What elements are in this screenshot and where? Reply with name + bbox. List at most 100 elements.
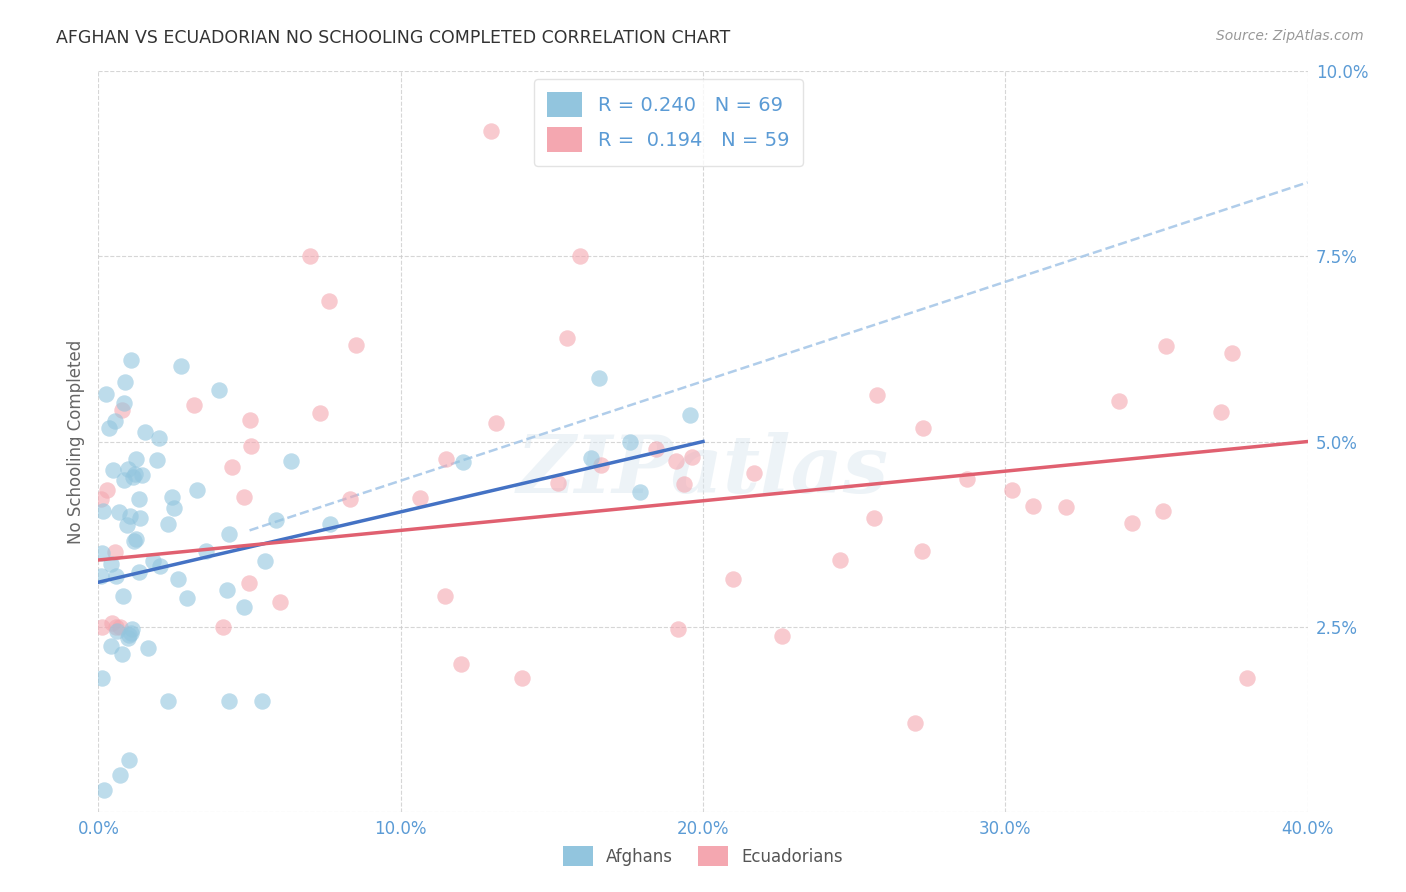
Afghans bbox=[96, 387, 118, 401]
Ecuadorians bbox=[481, 123, 503, 137]
Ecuadorians bbox=[409, 491, 432, 505]
Ecuadorians bbox=[1220, 345, 1243, 359]
Afghans bbox=[319, 516, 342, 531]
Ecuadorians bbox=[318, 293, 340, 308]
Ecuadorians bbox=[956, 472, 979, 486]
Ecuadorians bbox=[108, 619, 131, 633]
Ecuadorians bbox=[101, 615, 124, 630]
Afghans bbox=[579, 451, 602, 466]
Ecuadorians bbox=[434, 452, 457, 467]
Ecuadorians bbox=[555, 331, 578, 345]
Ecuadorians bbox=[589, 458, 612, 472]
Afghans bbox=[218, 694, 240, 708]
Ecuadorians bbox=[862, 511, 884, 525]
Afghans bbox=[176, 591, 198, 606]
Ecuadorians bbox=[344, 338, 367, 352]
Afghans bbox=[112, 396, 135, 410]
Text: ZIPatlas: ZIPatlas bbox=[517, 433, 889, 510]
Ecuadorians bbox=[91, 619, 114, 633]
Ecuadorians bbox=[1152, 503, 1174, 517]
Afghans bbox=[451, 455, 474, 469]
Afghans bbox=[588, 371, 610, 385]
Ecuadorians bbox=[183, 398, 205, 412]
Ecuadorians bbox=[485, 416, 508, 430]
Afghans bbox=[118, 753, 141, 767]
Afghans bbox=[134, 425, 156, 439]
Afghans bbox=[264, 513, 287, 527]
Afghans bbox=[628, 484, 651, 499]
Afghans bbox=[120, 626, 142, 640]
Afghans bbox=[138, 640, 160, 655]
Afghans bbox=[91, 504, 114, 518]
Afghans bbox=[91, 671, 114, 685]
Afghans bbox=[250, 694, 273, 708]
Afghans bbox=[117, 461, 139, 475]
Ecuadorians bbox=[232, 491, 254, 505]
Afghans bbox=[104, 415, 127, 429]
Afghans bbox=[105, 568, 128, 582]
Ecuadorians bbox=[105, 619, 128, 633]
Ecuadorians bbox=[339, 491, 361, 506]
Afghans bbox=[117, 517, 139, 532]
Afghans bbox=[128, 491, 150, 506]
Ecuadorians bbox=[1108, 393, 1130, 408]
Text: Source: ZipAtlas.com: Source: ZipAtlas.com bbox=[1216, 29, 1364, 43]
Legend: R = 0.240   N = 69, R =  0.194   N = 59: R = 0.240 N = 69, R = 0.194 N = 59 bbox=[534, 78, 803, 166]
Afghans bbox=[112, 589, 135, 603]
Afghans bbox=[125, 451, 148, 466]
Afghans bbox=[90, 569, 112, 583]
Afghans bbox=[233, 599, 256, 614]
Ecuadorians bbox=[865, 388, 887, 402]
Ecuadorians bbox=[450, 657, 472, 671]
Afghans bbox=[208, 383, 231, 397]
Afghans bbox=[156, 694, 179, 708]
Ecuadorians bbox=[547, 476, 569, 491]
Afghans bbox=[124, 467, 146, 482]
Ecuadorians bbox=[211, 619, 233, 633]
Afghans bbox=[117, 632, 139, 646]
Y-axis label: No Schooling Completed: No Schooling Completed bbox=[66, 340, 84, 543]
Ecuadorians bbox=[904, 715, 927, 730]
Afghans bbox=[93, 782, 115, 797]
Ecuadorians bbox=[645, 442, 668, 457]
Afghans bbox=[114, 375, 136, 389]
Legend: Afghans, Ecuadorians: Afghans, Ecuadorians bbox=[554, 838, 852, 875]
Afghans bbox=[118, 628, 141, 642]
Afghans bbox=[98, 421, 121, 435]
Afghans bbox=[120, 353, 142, 368]
Afghans bbox=[679, 408, 702, 422]
Afghans bbox=[280, 454, 302, 468]
Afghans bbox=[217, 582, 239, 597]
Ecuadorians bbox=[104, 545, 127, 559]
Afghans bbox=[100, 639, 122, 653]
Ecuadorians bbox=[672, 477, 695, 491]
Text: AFGHAN VS ECUADORIAN NO SCHOOLING COMPLETED CORRELATION CHART: AFGHAN VS ECUADORIAN NO SCHOOLING COMPLE… bbox=[56, 29, 731, 46]
Ecuadorians bbox=[1054, 500, 1077, 514]
Ecuadorians bbox=[666, 622, 689, 636]
Ecuadorians bbox=[1236, 672, 1258, 686]
Ecuadorians bbox=[510, 672, 533, 686]
Afghans bbox=[122, 533, 145, 548]
Afghans bbox=[121, 622, 143, 636]
Ecuadorians bbox=[90, 491, 112, 506]
Afghans bbox=[108, 505, 131, 519]
Afghans bbox=[195, 544, 218, 558]
Afghans bbox=[619, 435, 641, 450]
Afghans bbox=[167, 572, 190, 586]
Ecuadorians bbox=[239, 439, 262, 453]
Ecuadorians bbox=[664, 454, 686, 468]
Afghans bbox=[170, 359, 193, 374]
Ecuadorians bbox=[434, 589, 457, 603]
Afghans bbox=[121, 469, 143, 483]
Ecuadorians bbox=[681, 450, 703, 465]
Afghans bbox=[149, 558, 172, 573]
Ecuadorians bbox=[308, 406, 330, 420]
Ecuadorians bbox=[1001, 483, 1024, 497]
Afghans bbox=[142, 554, 165, 568]
Afghans bbox=[218, 527, 240, 541]
Ecuadorians bbox=[911, 544, 934, 558]
Ecuadorians bbox=[96, 483, 118, 497]
Ecuadorians bbox=[221, 459, 243, 474]
Afghans bbox=[91, 546, 114, 560]
Ecuadorians bbox=[742, 466, 765, 480]
